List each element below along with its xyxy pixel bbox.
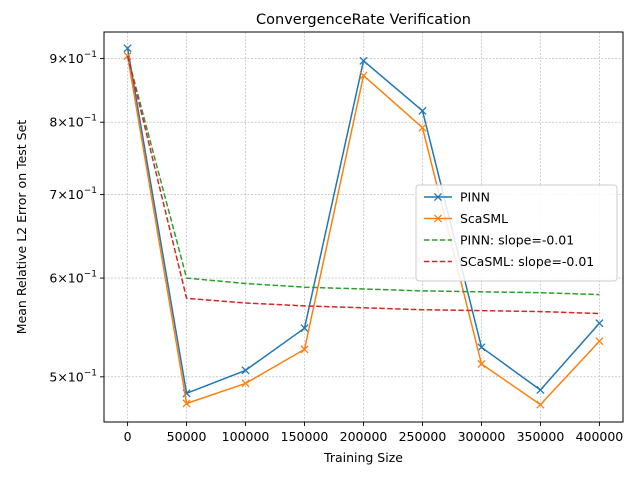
x-tick-label: 50000 — [167, 429, 207, 444]
legend-marker — [433, 214, 443, 223]
y-tick-label: 8×10−1 — [49, 114, 97, 130]
data-point-0 — [123, 44, 132, 53]
legend-marker — [433, 192, 443, 202]
x-tick-label: 0 — [124, 429, 132, 444]
x-axis-label: Training Size — [323, 450, 403, 465]
data-point-1 — [595, 337, 604, 346]
x-tick-label: 400000 — [576, 429, 624, 444]
point-marker-stroke — [536, 385, 545, 395]
legend-label: PINN: slope=-0.01 — [460, 233, 574, 248]
data-point-1 — [182, 399, 191, 408]
x-tick-label: 100000 — [222, 429, 270, 444]
y-tick-label: 6×10−1 — [49, 270, 97, 286]
x-axis-ticks: 0 50000 100000 150000 200000 250000 300000 3500… — [124, 422, 624, 444]
data-point-0 — [477, 343, 486, 352]
point-marker-stroke — [595, 319, 604, 328]
point-marker-stroke — [359, 71, 368, 80]
y-tick-label: 5×10−1 — [49, 368, 97, 384]
point-marker-stroke — [300, 324, 309, 333]
legend-item: ScaSML — [424, 211, 508, 226]
point-marker-stroke — [182, 399, 191, 408]
grid — [104, 32, 623, 422]
data-point-1 — [418, 123, 427, 132]
x-tick-label: 200000 — [340, 429, 388, 444]
data-point-0 — [300, 324, 309, 333]
x-tick-label: 300000 — [458, 429, 506, 444]
data-point-0 — [536, 385, 545, 395]
data-point-1 — [477, 359, 486, 369]
legend-label: SCaSML: slope=-0.01 — [460, 254, 594, 269]
data-point-0 — [359, 56, 368, 65]
point-marker-stroke — [477, 359, 486, 369]
data-point-0 — [595, 319, 604, 328]
data-point-1 — [241, 379, 250, 388]
legend: PINN ScaSML PINN: slope=-0.01 SCaSML: slope… — [415, 184, 618, 282]
y-tick-label: 7×10−1 — [49, 186, 97, 202]
legend-box — [415, 184, 618, 282]
legend-item: SCaSML: slope=-0.01 — [424, 254, 594, 269]
point-marker-stroke — [241, 366, 250, 375]
y-axis-ticks: 5×10−1 6×10−1 7×10−1 8×10−1 9×10−1 — [49, 50, 104, 384]
point-marker-stroke — [477, 343, 486, 352]
series-line-3 — [126, 55, 600, 315]
legend-label: PINN — [460, 190, 490, 205]
y-tick-label: 9×10−1 — [49, 50, 97, 66]
legend-item: PINN: slope=-0.01 — [424, 233, 574, 248]
x-tick-label: 350000 — [517, 429, 565, 444]
x-tick-label: 250000 — [399, 429, 447, 444]
series-line-2 — [126, 55, 600, 296]
point-marker-stroke — [241, 379, 250, 388]
point-marker-stroke — [418, 106, 427, 115]
chart-title: ConvergenceRate Verification — [256, 12, 471, 28]
point-marker-stroke — [359, 56, 368, 65]
x-tick-label: 150000 — [281, 429, 329, 444]
point-marker-stroke — [536, 400, 545, 409]
data-point-0 — [418, 106, 427, 115]
point-marker-stroke — [123, 44, 132, 53]
legend-item: PINN — [424, 190, 490, 205]
data-point-0 — [241, 366, 250, 375]
plot-series — [123, 44, 604, 409]
point-marker-stroke — [418, 123, 427, 132]
point-marker-stroke — [300, 345, 309, 354]
data-point-1 — [536, 400, 545, 409]
data-point-1 — [359, 71, 368, 80]
legend-label: ScaSML — [460, 211, 508, 226]
point-marker-stroke — [182, 389, 191, 398]
y-axis-label: Mean Relative L2 Error on Test Set — [14, 120, 29, 335]
data-point-1 — [300, 345, 309, 354]
point-marker-stroke — [595, 337, 604, 346]
